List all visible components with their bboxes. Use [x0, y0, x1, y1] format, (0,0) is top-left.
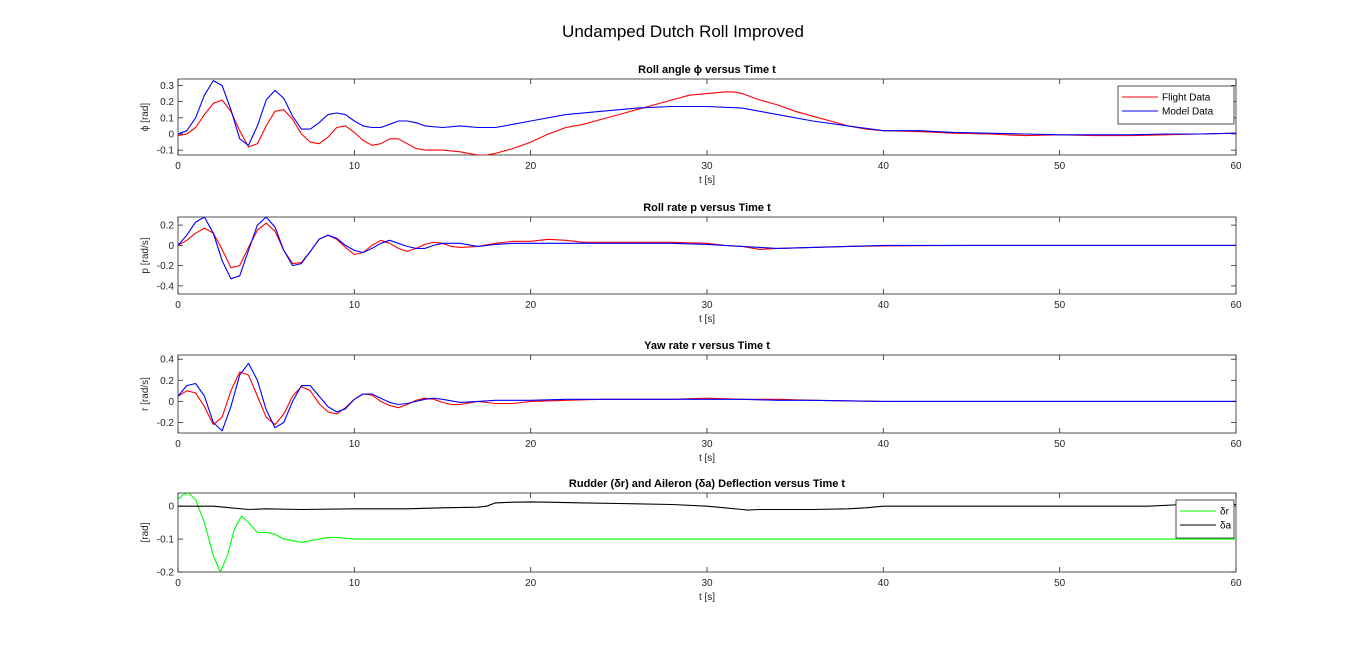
y-axis-label: p [rad/s]	[140, 237, 151, 273]
x-tick-label: 0	[175, 578, 181, 589]
y-tick-label: 0.1	[160, 113, 174, 124]
x-axis-label: t [s]	[699, 175, 715, 186]
x-tick-label: 60	[1230, 578, 1242, 589]
x-tick-label: 40	[878, 439, 890, 450]
axes-layer: 0 10 20 30 40 50 600.30.20.10-0.1t [s]ϕ [rad]R…	[140, 64, 1242, 603]
y-tick-label: 0.3	[160, 81, 174, 92]
y-tick-label: 0	[168, 241, 174, 252]
subplot-1: 0 10 20 30 40 50 600.30.20.10-0.1t [s]ϕ [rad]R…	[140, 64, 1242, 186]
subplot-4: 0 10 20 30 40 50 60 0 -0.1 -0.2 t [s] [rad] Rudder (…	[140, 478, 1242, 603]
plot-area	[177, 78, 1237, 156]
y-tick-label: -0.1	[157, 535, 175, 546]
legend: δr δa	[1175, 499, 1235, 539]
subplot-title: Rudder (δr) and Aileron (δa) Deflection …	[569, 478, 846, 490]
series-line-2	[178, 217, 1236, 280]
subplot-3: 0 10 20 30 40 50 600.40.20-0.2t [s]r [rad/s]Ya…	[140, 340, 1242, 464]
x-tick-label: 10	[349, 439, 361, 450]
x-tick-label: 30	[701, 439, 713, 450]
y-tick-label: 0.2	[160, 376, 174, 387]
x-tick-label: 40	[878, 578, 890, 589]
x-tick-label: 50	[1054, 161, 1066, 172]
legend-box	[1175, 499, 1235, 539]
legend-label: δa	[1220, 521, 1232, 532]
series-line-2	[178, 362, 1236, 432]
x-tick-label: 50	[1054, 300, 1066, 311]
figure-title: Undamped Dutch Roll Improved	[562, 22, 804, 41]
y-tick-label: -0.2	[157, 568, 175, 579]
subplot-title: Roll rate p versus Time t	[643, 202, 771, 214]
y-tick-label: 0.2	[160, 221, 174, 232]
y-tick-label: -0.2	[157, 418, 175, 429]
x-tick-label: 20	[525, 439, 537, 450]
x-tick-label: 60	[1230, 439, 1242, 450]
y-tick-label: 0	[168, 129, 174, 140]
y-tick-label: 0	[168, 397, 174, 408]
x-axis-label: t [s]	[699, 592, 715, 603]
subplot-title: Yaw rate r versus Time t	[644, 340, 770, 352]
x-tick-label: 30	[701, 161, 713, 172]
series-line-flight-data	[178, 91, 1236, 155]
x-tick-label: 30	[701, 578, 713, 589]
x-axis-label: t [s]	[699, 453, 715, 464]
x-tick-label: 50	[1054, 578, 1066, 589]
x-tick-label: 10	[349, 300, 361, 311]
legend-label: Flight Data	[1162, 93, 1211, 104]
legend-label: Model Data	[1162, 107, 1214, 118]
x-tick-label: 0	[175, 300, 181, 311]
x-tick-label: 60	[1230, 300, 1242, 311]
x-tick-label: 10	[349, 578, 361, 589]
legend-box	[1117, 85, 1235, 125]
y-tick-label: -0.1	[157, 146, 175, 157]
y-axis-label: r [rad/s]	[140, 377, 151, 411]
legend-label: δr	[1220, 507, 1230, 518]
plot-area	[177, 354, 1237, 434]
x-tick-label: 0	[175, 439, 181, 450]
subplot-2: 0 10 20 30 40 50 60 0.2 0 -0.2 -0.4 t [s] p [rad/s] R…	[140, 202, 1242, 325]
x-tick-label: 50	[1054, 439, 1066, 450]
x-tick-label: 20	[525, 161, 537, 172]
x-tick-label: 0	[175, 161, 181, 172]
series-line-model-data	[178, 80, 1236, 146]
x-tick-label: 10	[349, 161, 361, 172]
x-tick-label: 40	[878, 161, 890, 172]
x-tick-label: 40	[878, 300, 890, 311]
x-tick-label: 20	[525, 300, 537, 311]
series-line-δr	[178, 493, 1236, 572]
subplot-title: Roll angle ϕ versus Time t	[638, 64, 776, 76]
y-tick-label: -0.2	[157, 261, 175, 272]
series-line-δa	[178, 501, 1236, 511]
y-tick-label: 0.4	[160, 355, 174, 366]
y-tick-label: 0.2	[160, 97, 174, 108]
y-tick-label: -0.4	[157, 281, 175, 292]
plot-area	[177, 492, 1237, 573]
plot-area	[177, 216, 1237, 295]
legend: Flight Data Model Data	[1117, 85, 1235, 125]
y-tick-label: 0	[168, 502, 174, 513]
x-tick-label: 20	[525, 578, 537, 589]
y-axis-label: [rad]	[140, 522, 151, 542]
series-line-1	[178, 371, 1236, 426]
y-axis-label: ϕ [rad]	[140, 103, 151, 132]
x-axis-label: t [s]	[699, 314, 715, 325]
x-tick-label: 30	[701, 300, 713, 311]
x-tick-label: 60	[1230, 161, 1242, 172]
